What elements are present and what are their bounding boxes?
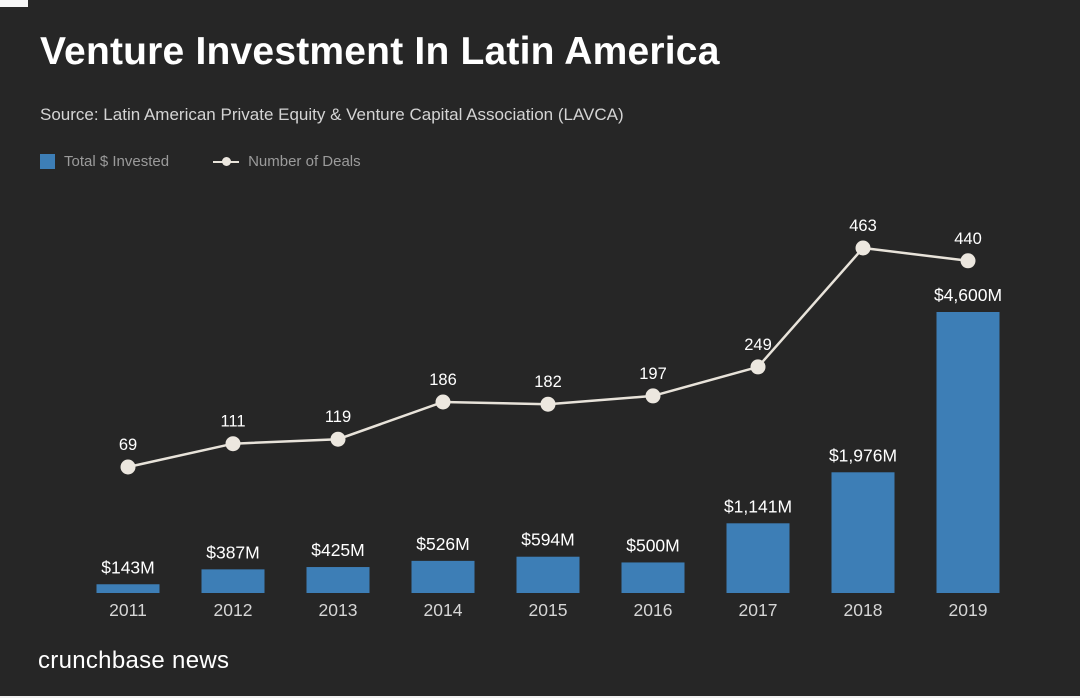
deals-value-label-2014: 186 (429, 371, 457, 389)
deals-line (127, 246, 969, 469)
deals-marker-2017 (750, 359, 766, 375)
bar-value-label-2017: $1,141M (724, 496, 792, 516)
bar-2017 (726, 523, 790, 593)
legend-item-deals: Number of Deals (213, 153, 361, 170)
deals-value-label-2015: 182 (534, 373, 562, 391)
bar-2013 (306, 567, 370, 593)
x-axis-label-2016: 2016 (634, 600, 673, 620)
bar-value-label-2016: $500M (626, 535, 680, 555)
chart-title: Venture Investment In Latin America (40, 30, 720, 73)
x-axis-label-2014: 2014 (424, 600, 463, 620)
bar-swatch-icon (40, 154, 55, 169)
bar-2014 (411, 560, 475, 593)
x-axis-label-2018: 2018 (844, 600, 883, 620)
deals-marker-2014 (435, 394, 451, 410)
deals-marker-2015 (540, 396, 556, 412)
bar-2011 (96, 584, 160, 593)
bar-value-label-2015: $594M (521, 530, 575, 550)
bar-2019 (936, 312, 1000, 593)
bottom-divider (0, 696, 1080, 698)
x-axis-label-2017: 2017 (739, 600, 778, 620)
bar-2015 (516, 556, 580, 593)
deals-value-label-2018: 463 (849, 217, 877, 235)
bar-value-label-2014: $526M (416, 534, 470, 554)
legend-label-invested: Total $ Invested (64, 153, 170, 170)
deals-value-label-2019: 440 (954, 230, 982, 248)
source-note: Source: Latin American Private Equity & … (40, 105, 624, 124)
corner-artifact (0, 0, 28, 7)
brand-logo: crunchbase news (38, 647, 230, 674)
deals-marker-2016 (645, 388, 661, 404)
legend: Total $ Invested Number of Deals (40, 153, 361, 170)
deals-value-label-2011: 69 (119, 436, 137, 454)
deals-marker-2019 (960, 253, 976, 269)
line-marker-icon (213, 157, 240, 166)
bar-2018 (831, 472, 895, 593)
x-axis-label-2012: 2012 (214, 600, 253, 620)
x-axis-label-2015: 2015 (529, 600, 568, 620)
bar-value-label-2012: $387M (206, 542, 260, 562)
deals-value-label-2012: 111 (220, 413, 245, 431)
deals-marker-2012 (225, 436, 241, 452)
bar-value-label-2011: $143M (101, 557, 155, 577)
x-axis-label-2019: 2019 (949, 600, 988, 620)
deals-marker-2011 (120, 459, 136, 475)
dot-icon (222, 157, 232, 166)
bar-value-label-2018: $1,976M (829, 445, 897, 465)
deals-value-label-2016: 197 (639, 365, 667, 383)
legend-label-deals: Number of Deals (248, 153, 361, 170)
bar-value-label-2019: $4,600M (934, 285, 1002, 305)
legend-item-invested: Total $ Invested (40, 153, 169, 170)
bar-value-label-2013: $425M (311, 540, 365, 560)
deals-marker-2013 (330, 431, 346, 447)
deals-marker-2018 (855, 240, 871, 256)
bar-2016 (621, 562, 685, 593)
deals-value-label-2017: 249 (744, 336, 772, 354)
bar-2012 (201, 569, 265, 593)
x-axis-label-2013: 2013 (319, 600, 358, 620)
x-axis-label-2011: 2011 (109, 600, 147, 620)
deals-value-label-2013: 119 (325, 408, 351, 426)
